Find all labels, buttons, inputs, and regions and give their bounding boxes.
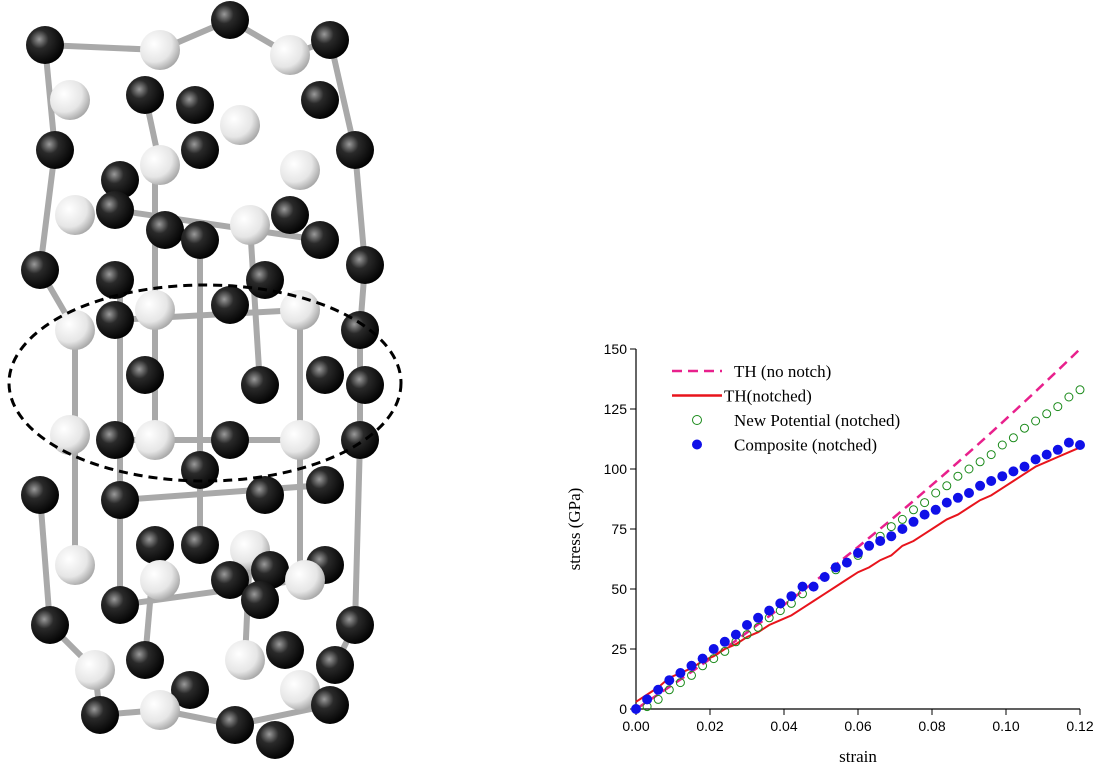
highlight-ellipse — [7, 283, 403, 483]
data-point — [1063, 437, 1074, 448]
data-point — [1075, 440, 1085, 450]
data-point — [664, 675, 675, 686]
data-point — [964, 488, 974, 498]
data-point — [708, 644, 719, 654]
data-point — [853, 548, 863, 558]
nanotube-structure — [7, 1, 403, 759]
x-tick-label: 0.00 — [622, 718, 649, 734]
data-point — [975, 480, 986, 491]
data-point — [997, 440, 1007, 450]
data-point — [697, 653, 708, 664]
data-point — [920, 498, 930, 508]
data-point — [742, 630, 752, 640]
x-tick-label: 0.04 — [770, 718, 797, 734]
data-point — [909, 505, 918, 515]
data-point — [931, 488, 941, 498]
x-tick-label: 0.06 — [844, 718, 871, 734]
data-point — [986, 476, 997, 486]
chart: strain stress (GPa) 0 25 50 75 100 125 150 0.00… — [565, 341, 1094, 766]
data-point — [686, 660, 697, 671]
data-point — [819, 572, 830, 582]
data-point — [1064, 392, 1074, 402]
data-point — [897, 524, 908, 534]
y-tick-label: 25 — [611, 641, 627, 657]
data-point — [808, 581, 819, 592]
data-point — [953, 471, 963, 481]
data-point — [941, 497, 952, 508]
data-point — [709, 654, 719, 664]
data-point — [964, 464, 974, 474]
data-point — [1042, 409, 1052, 419]
data-point — [930, 504, 941, 515]
data-point — [675, 668, 686, 678]
data-point — [653, 694, 663, 704]
data-point — [841, 557, 852, 568]
y-axis-label: stress (GPa) — [565, 488, 584, 571]
x-tick-label: 0.08 — [918, 718, 945, 734]
data-point — [1008, 433, 1018, 443]
data-point — [764, 605, 775, 616]
data-point — [753, 622, 763, 632]
data-point — [908, 516, 919, 527]
data-point — [720, 646, 730, 656]
data-point — [975, 457, 985, 467]
y-tick-label: 100 — [604, 461, 628, 477]
data-point — [919, 509, 930, 520]
data-point — [1052, 444, 1063, 455]
legend-swatch — [692, 439, 702, 450]
data-point — [986, 450, 996, 460]
data-point — [897, 514, 907, 524]
data-point — [1041, 449, 1052, 460]
data-point — [1030, 454, 1041, 465]
data-point — [653, 684, 664, 695]
x-tick-label: 0.10 — [992, 718, 1019, 734]
legend-label: New Potential (notched) — [734, 411, 900, 430]
x-tick-label: 0.12 — [1066, 718, 1093, 734]
data-point — [1053, 402, 1063, 412]
y-tick-label: 50 — [611, 581, 627, 597]
data-point — [775, 598, 786, 609]
data-point — [786, 591, 797, 602]
legend-label: Composite (notched) — [734, 436, 877, 455]
x-axis-label: strain — [839, 747, 877, 766]
data-point — [664, 685, 674, 695]
legend-swatch — [692, 415, 702, 425]
data-point — [631, 704, 641, 714]
data-point — [1008, 466, 1019, 477]
data-point — [997, 471, 1008, 482]
data-point — [1019, 461, 1030, 472]
data-point — [753, 612, 764, 623]
y-tick-label: 125 — [604, 401, 628, 417]
data-point — [730, 629, 741, 640]
data-point — [1020, 423, 1029, 433]
data-point — [952, 492, 963, 503]
y-tick-label: 0 — [619, 701, 627, 717]
data-point — [830, 562, 841, 573]
data-point — [1031, 416, 1041, 426]
y-tick-label: 75 — [611, 521, 627, 537]
data-point — [742, 620, 752, 630]
data-point — [886, 531, 897, 542]
data-point — [675, 678, 685, 688]
legend-label: TH(notched) — [724, 387, 812, 406]
data-point — [875, 536, 886, 546]
data-point — [942, 481, 952, 491]
data-point — [797, 581, 808, 592]
x-tick-label: 0.02 — [696, 718, 723, 734]
data-point — [1075, 385, 1085, 395]
legend-label: TH (no notch) — [734, 362, 831, 381]
y-tick-label: 150 — [604, 341, 628, 357]
data-point — [886, 522, 896, 532]
data-point — [642, 694, 653, 705]
data-point — [864, 540, 875, 551]
data-point — [687, 670, 696, 680]
data-point — [719, 636, 730, 647]
